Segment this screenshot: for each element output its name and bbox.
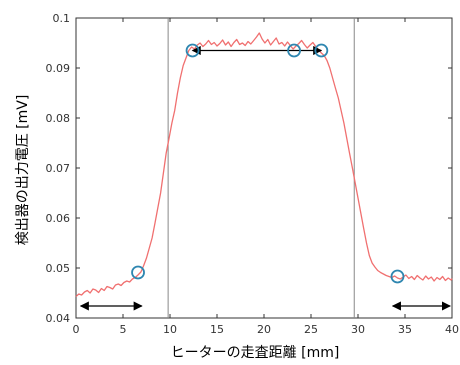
circle-marker bbox=[131, 265, 145, 280]
y-tick-label: 0.05 bbox=[46, 262, 71, 275]
x-tick-label: 10 bbox=[163, 323, 177, 336]
circle-marker bbox=[314, 43, 329, 58]
series-line bbox=[75, 32, 453, 297]
y-tick-label: 0.06 bbox=[46, 212, 71, 225]
y-tick-label: 0.04 bbox=[46, 312, 71, 325]
data-series bbox=[75, 32, 453, 297]
x-tick-label: 15 bbox=[210, 323, 224, 336]
x-tick-label: 25 bbox=[304, 323, 318, 336]
axis-ticks: 0 5 10 15 20 25 30 35 40 0.04 0.05 0.06 0.07 0.08 0.09… bbox=[46, 12, 460, 336]
x-tick-label: 40 bbox=[445, 323, 459, 336]
vertical-reference-lines bbox=[167, 18, 355, 318]
y-tick-label: 0.07 bbox=[46, 162, 71, 175]
circle-marker bbox=[287, 43, 301, 58]
circle-marker bbox=[185, 43, 200, 58]
x-tick-label: 35 bbox=[398, 323, 412, 336]
x-tick-label: 0 bbox=[73, 323, 80, 336]
y-tick-label: 0.1 bbox=[53, 12, 71, 25]
y-tick-label: 0.09 bbox=[46, 62, 71, 75]
x-tick-label: 5 bbox=[120, 323, 127, 336]
y-tick-label: 0.08 bbox=[46, 112, 71, 125]
x-tick-label: 20 bbox=[257, 323, 271, 336]
circle-marker bbox=[390, 269, 405, 284]
point-markers bbox=[131, 43, 405, 284]
x-tick-label: 30 bbox=[351, 323, 365, 336]
x-axis-label: ヒーターの走査距離 [mm] bbox=[171, 344, 340, 361]
y-axis-label: 検出器の出力電圧 [mV] bbox=[15, 95, 31, 246]
